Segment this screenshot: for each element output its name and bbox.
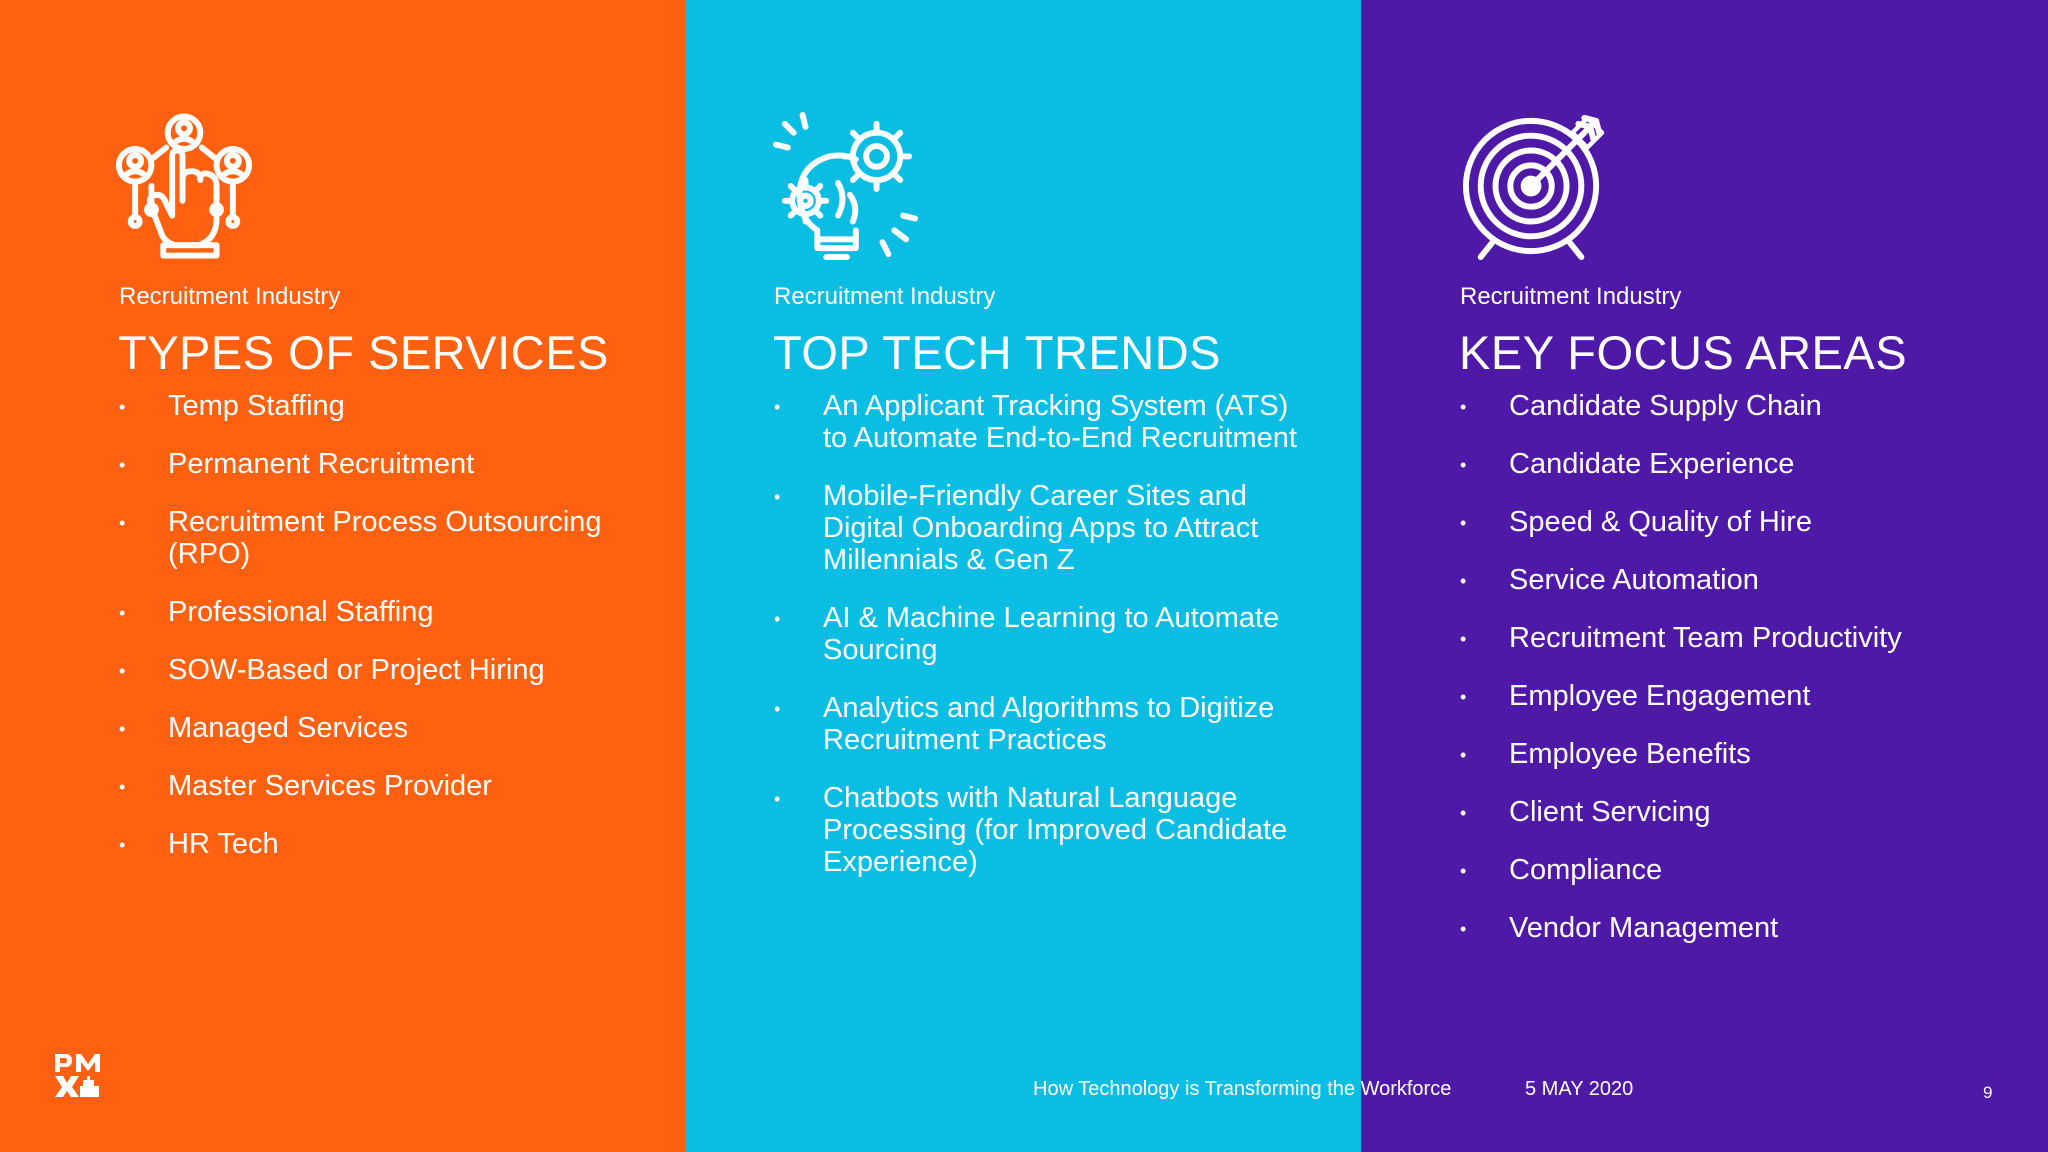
bullet-list: Candidate Supply Chain Candidate Experie… — [1460, 390, 2020, 945]
panel-top-tech-trends: Recruitment Industry TOP TECH TRENDS An … — [685, 0, 1361, 1152]
list-item: Analytics and Algorithms to Digitize Rec… — [774, 692, 1314, 756]
bullet-list: Temp Staffing Permanent Recruitment Recr… — [119, 390, 659, 861]
target-arrow-icon — [1462, 114, 1605, 260]
footer-title: How Technology is Transforming the Workf… — [1033, 1078, 1452, 1100]
list-item: Vendor Management — [1460, 912, 2020, 945]
list-item: Recruitment Process Outsourcing (RPO) — [119, 506, 659, 570]
list-item: Candidate Experience — [1460, 448, 2020, 481]
list-item: Speed & Quality of Hire — [1460, 506, 2020, 539]
bullet-list: An Applicant Tracking System (ATS) to Au… — [774, 390, 1314, 878]
list-item: Chatbots with Natural Language Processin… — [774, 782, 1314, 878]
list-item: Employee Engagement — [1460, 680, 2020, 713]
list-item: SOW-Based or Project Hiring — [119, 654, 659, 687]
list-item: Service Automation — [1460, 564, 2020, 597]
page-number: 9 — [1983, 1083, 1993, 1102]
panel-heading: TOP TECH TRENDS — [773, 326, 1222, 379]
panel-eyebrow: Recruitment Industry — [1460, 283, 1682, 310]
list-item: Mobile-Friendly Career Sites and Digital… — [774, 480, 1314, 576]
list-item: Professional Staffing — [119, 596, 659, 629]
list-item: Permanent Recruitment — [119, 448, 659, 481]
list-item: Managed Services — [119, 712, 659, 745]
list-item: Candidate Supply Chain — [1460, 390, 2020, 423]
lightbulb-gears-icon — [772, 112, 918, 260]
list-item: An Applicant Tracking System (ATS) to Au… — [774, 390, 1314, 454]
list-item: Recruitment Team Productivity — [1460, 622, 2020, 655]
panel-eyebrow: Recruitment Industry — [119, 283, 341, 310]
list-item: Employee Benefits — [1460, 738, 2020, 771]
company-logo — [55, 1054, 100, 1097]
list-item: Master Services Provider — [119, 770, 659, 803]
list-item: HR Tech — [119, 828, 659, 861]
footer-date: 5 MAY 2020 — [1525, 1078, 1634, 1100]
list-item: AI & Machine Learning to Automate Sourci… — [774, 602, 1314, 666]
panel-eyebrow: Recruitment Industry — [774, 283, 996, 310]
list-item: Client Servicing — [1460, 796, 2020, 829]
people-hand-network-icon — [115, 113, 253, 259]
panel-types-of-services: Recruitment Industry TYPES OF SERVICES T… — [0, 0, 685, 1152]
list-item: Temp Staffing — [119, 390, 659, 423]
panel-key-focus-areas: Recruitment Industry KEY FOCUS AREAS Can… — [1361, 0, 2048, 1152]
list-item: Compliance — [1460, 854, 2020, 887]
panel-heading: KEY FOCUS AREAS — [1459, 326, 1908, 379]
panel-heading: TYPES OF SERVICES — [118, 326, 609, 379]
